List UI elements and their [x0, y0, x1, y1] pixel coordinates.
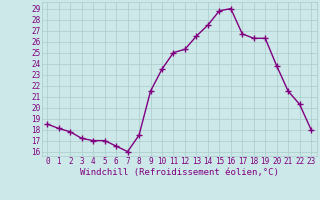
X-axis label: Windchill (Refroidissement éolien,°C): Windchill (Refroidissement éolien,°C)	[80, 168, 279, 177]
